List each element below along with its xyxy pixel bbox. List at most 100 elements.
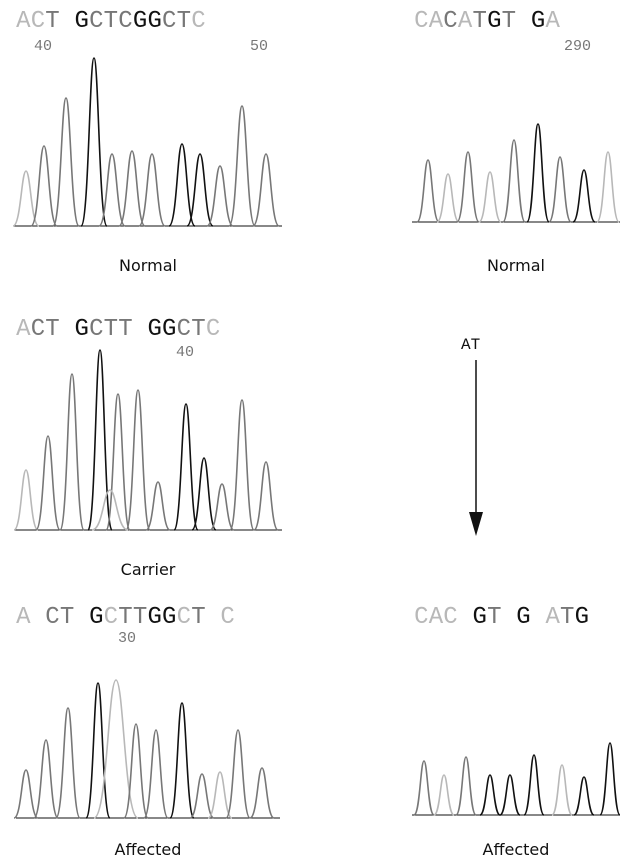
base-letter: G [147,604,162,631]
base-letter: T [45,316,60,343]
base-letter: C [414,8,429,35]
position-marker: 40 [34,38,53,55]
base-letter: G [162,316,177,343]
base-letter: G [132,8,148,35]
trace-peak [87,349,113,531]
trace-peak [12,170,40,227]
trace-peak [228,105,256,227]
base-letter: C [176,316,192,343]
trace-peak [91,489,129,531]
trace-peak [478,171,502,223]
sample-label: Affected [482,840,550,859]
trace-peak [551,764,573,816]
trace-peak [118,150,146,227]
trace-peak [206,165,234,227]
base-letter: T [560,604,575,631]
trace-peak [55,707,81,819]
trace-peak [479,774,501,816]
trace-peak [52,97,80,227]
base-letter: C [89,316,104,343]
base-letter: A [457,8,473,35]
trace-peak [59,373,85,531]
position-marker: 40 [176,344,195,361]
trace-peak [138,153,166,227]
base-letter: C [443,604,458,631]
trace-peak [499,774,521,816]
base-letter [502,604,517,632]
trace-peak [189,773,215,819]
trace-peak [572,169,596,223]
base-letter [133,316,148,344]
base-sequence: CAC GT G ATG [414,604,589,632]
trace-peak [413,760,435,816]
trace-peak [33,739,59,819]
position-marker: 30 [118,630,137,647]
base-letter: C [89,8,104,35]
trace-peak [502,139,526,223]
base-letter [531,604,546,632]
trace-peak [225,729,251,819]
trace-peak [93,679,139,819]
trace-peak [249,767,275,819]
trace-peak [596,151,620,223]
trace-peak [573,776,595,816]
chromatogram-trace [412,742,621,816]
trace-peak [253,461,279,531]
deleted-bases-label: AT [461,336,481,354]
base-letter: G [472,604,487,631]
base-letter [206,604,221,632]
sample-label: Carrier [120,560,176,579]
trace-peak [98,153,126,227]
trace-peak [229,399,255,531]
base-letter: A [16,604,31,631]
base-letter: C [191,8,206,35]
trace-peak [143,729,169,819]
base-sequence: A CT GCTTGGCT C [16,604,235,632]
base-letter: G [89,604,104,631]
trace-peak [526,123,550,223]
base-letter [60,8,75,36]
trace-peak [456,151,480,223]
base-sequence: ACT GCTCGGCTC [16,8,206,36]
trace-peak [30,145,58,227]
base-letter: A [428,8,444,35]
trace-peak [455,756,477,816]
trace-peak [186,153,214,227]
sample-label: Affected [114,840,182,859]
base-letter: T [103,316,119,343]
base-letter: T [191,604,206,631]
trace-peak [173,403,199,531]
base-letter: C [103,604,119,631]
base-letter: G [516,604,531,631]
base-letter: T [45,8,60,35]
base-letter [458,604,473,632]
sample-label: Normal [119,256,177,275]
trace-peak [436,173,460,223]
trace-peak [191,457,217,531]
base-letter: A [428,604,444,631]
base-letter: C [45,604,60,631]
trace-peak [168,143,196,227]
base-letter [74,604,89,632]
base-letter: A [16,316,31,343]
trace-peak [523,754,545,816]
chromatogram-trace [13,679,280,819]
chromatogram-trace [412,123,620,223]
trace-peak [416,159,440,223]
trace-peak [433,774,455,816]
trace-peak [13,769,39,819]
trace-peak [209,483,235,531]
chromatogram-trace [13,349,282,531]
trace-peak [123,723,149,819]
base-letter: T [191,316,206,343]
base-letter: T [118,604,133,631]
base-letter: C [30,8,46,35]
base-letter: A [545,604,560,631]
base-letter: T [132,604,148,631]
base-letter: G [530,8,546,35]
base-letter: G [74,8,89,35]
trace-peak [145,481,171,531]
trace-peak [548,156,572,223]
base-letter: A [16,8,31,35]
base-sequence: ACT GCTT GGCTC [16,316,220,344]
